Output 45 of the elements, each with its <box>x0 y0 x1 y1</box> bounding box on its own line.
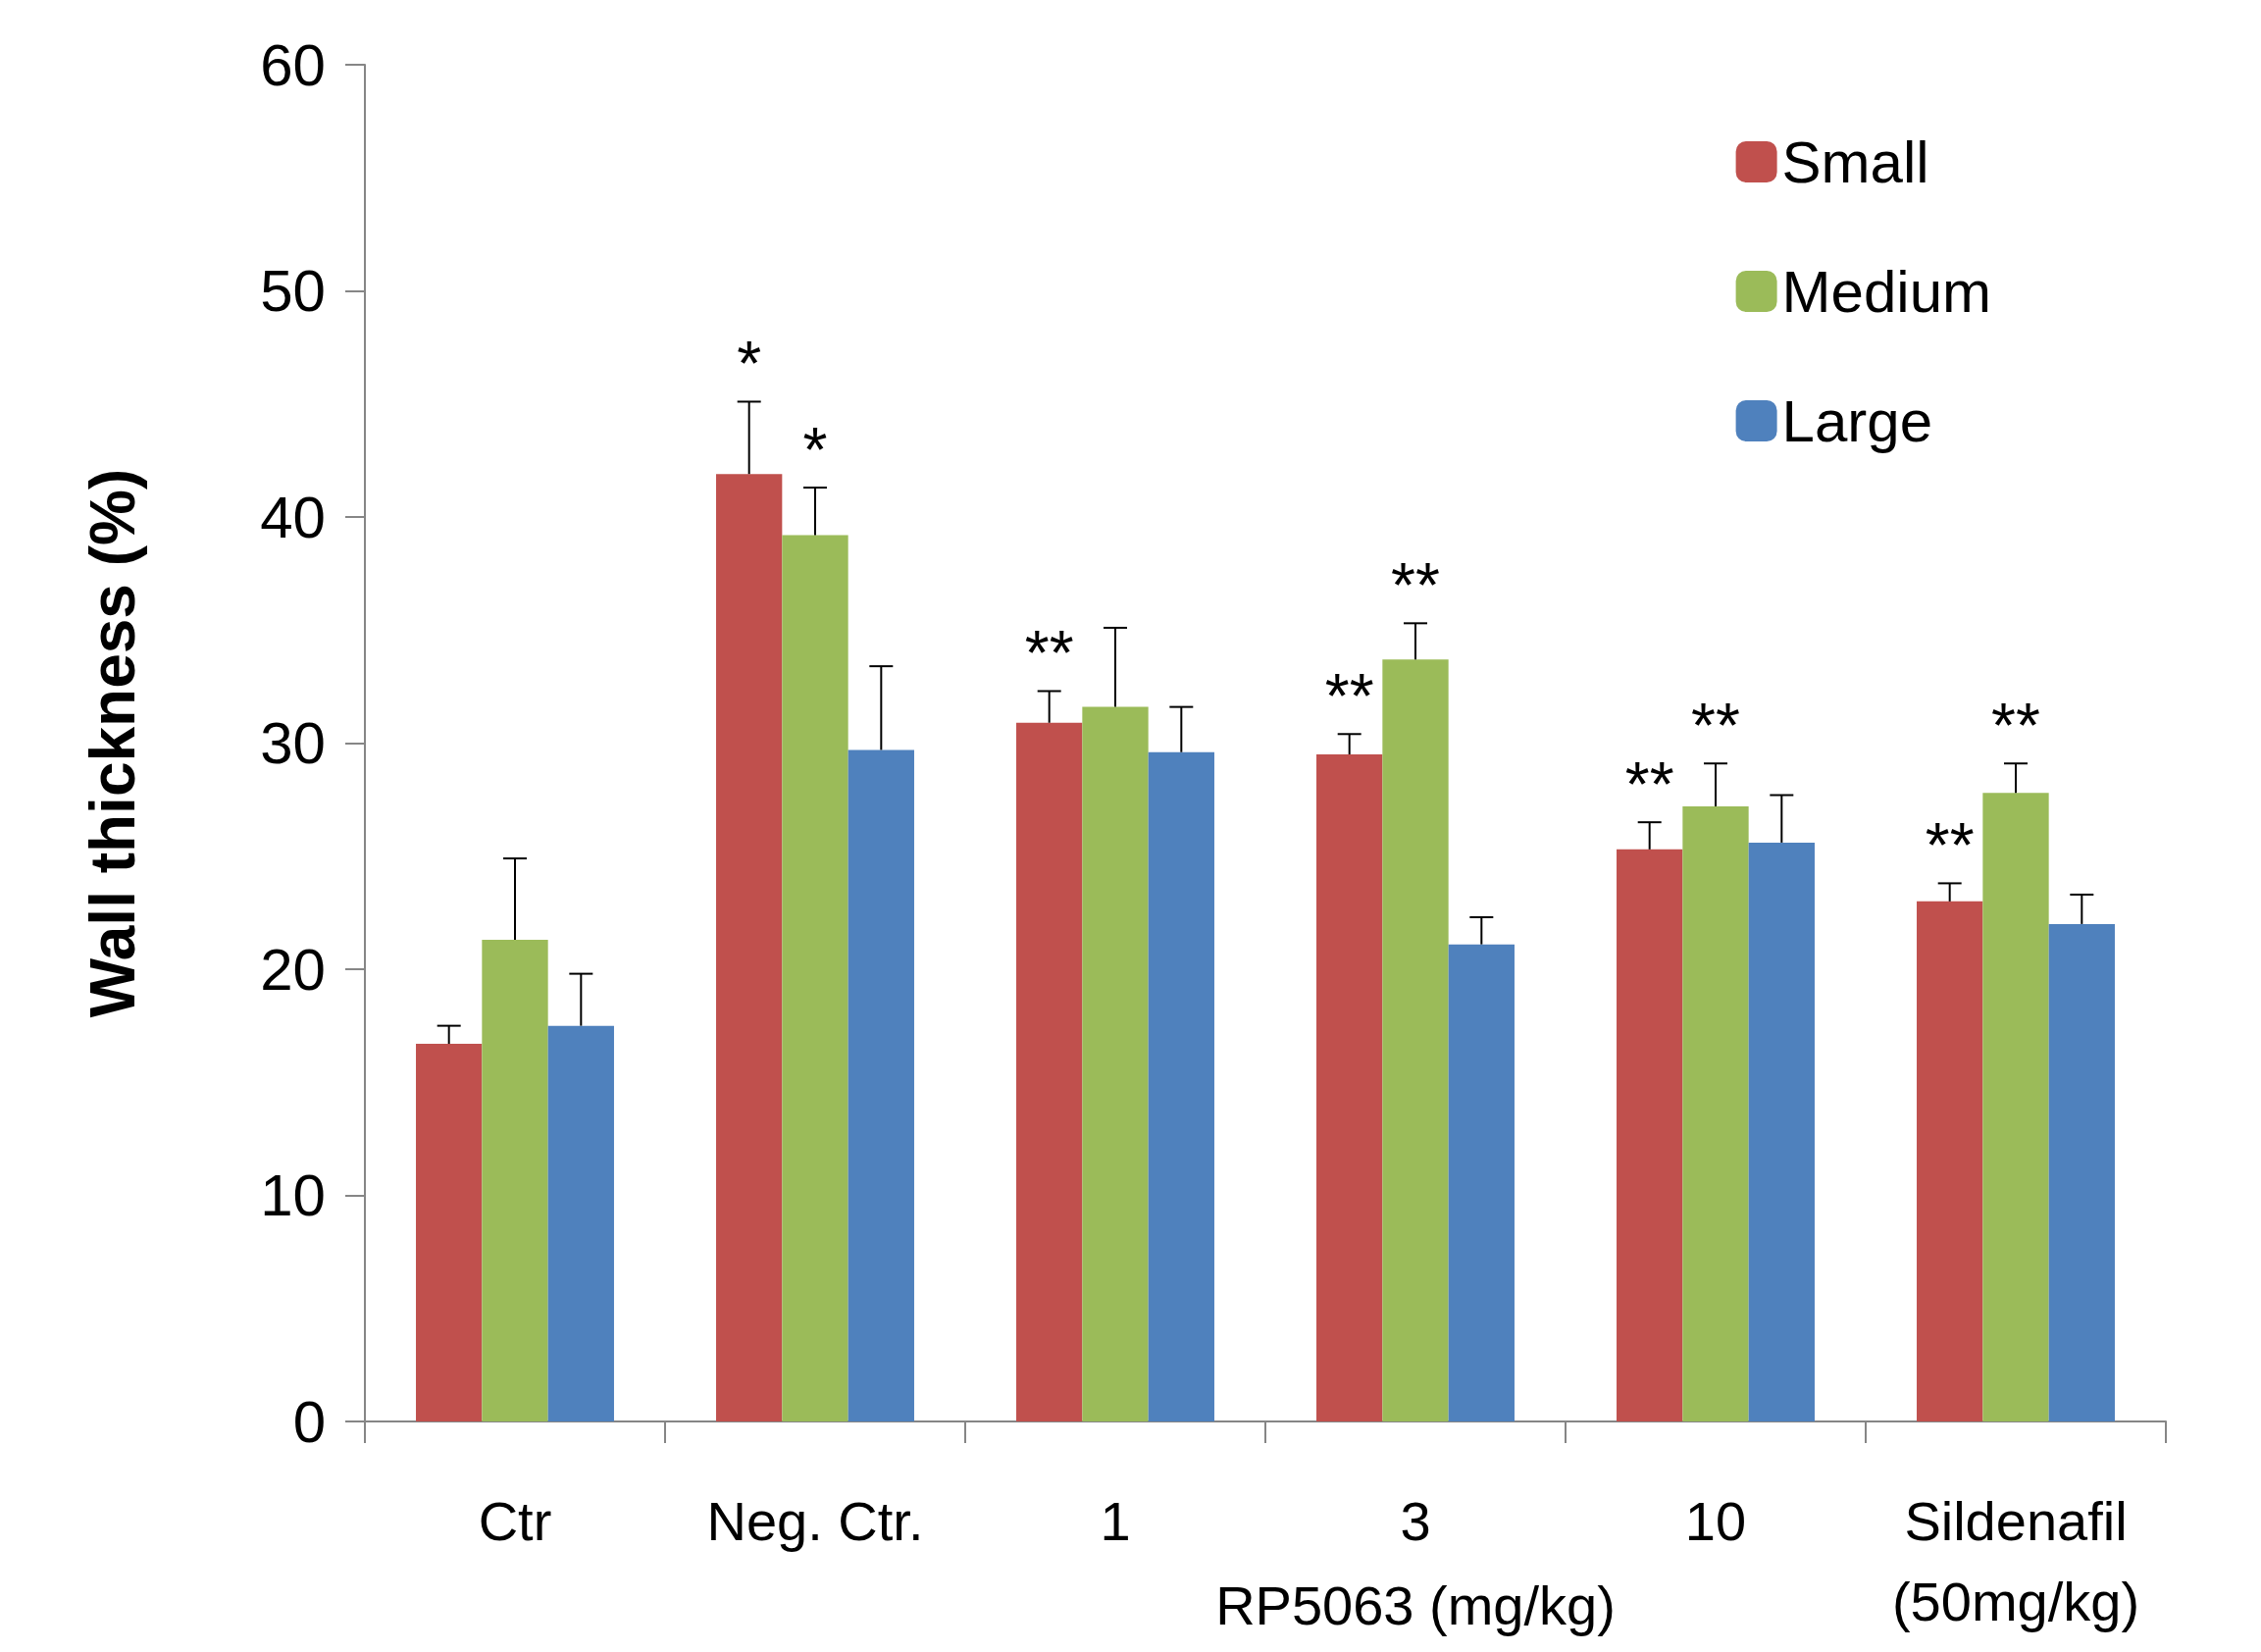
y-axis-title: Wall thickness (%) <box>77 468 148 1018</box>
text: RP5063 (mg/kg) <box>1215 1574 1616 1636</box>
bar <box>416 1044 483 1421</box>
legend-label: Large <box>1781 387 1933 454</box>
bar <box>1148 751 1214 1421</box>
annotation: ** <box>1324 661 1374 733</box>
x-tick-label: Ctr <box>478 1489 552 1552</box>
bar <box>1917 901 1983 1421</box>
y-tick-label: 60 <box>260 31 326 98</box>
bar <box>1016 722 1083 1421</box>
y-tick-label: 0 <box>292 1388 326 1455</box>
annotation: ** <box>1925 810 1975 882</box>
bar <box>1316 754 1383 1421</box>
bar <box>1682 806 1749 1421</box>
bar <box>1082 706 1149 1421</box>
y-tick-label: 40 <box>260 484 326 550</box>
x-tick-label: Neg. Ctr. <box>706 1489 924 1552</box>
annotation: ** <box>1391 550 1440 622</box>
bar <box>1982 793 2049 1421</box>
bar <box>547 1025 614 1421</box>
annotation: * <box>737 329 762 400</box>
annotation: ** <box>1691 691 1740 762</box>
x-tick-label: 10 <box>1684 1489 1747 1552</box>
bar <box>2048 923 2115 1421</box>
x-tick-label: 1 <box>1100 1489 1131 1552</box>
annotation: ** <box>1991 691 2040 762</box>
y-tick-label: 20 <box>260 936 326 1003</box>
bar <box>482 940 548 1421</box>
bar <box>1617 849 1683 1421</box>
x-tick-label: 3 <box>1400 1489 1431 1552</box>
legend-label: Small <box>1781 129 1929 195</box>
annotation: ** <box>1024 618 1074 690</box>
bar <box>716 474 783 1421</box>
bar <box>1748 842 1815 1421</box>
annotation: * <box>802 415 828 487</box>
bar <box>782 535 848 1421</box>
legend-label: Medium <box>1781 258 1992 325</box>
annotation: ** <box>1624 749 1674 821</box>
x-tick-label: Sildenafil (50mg/kg) <box>1891 1489 2140 1632</box>
y-tick-label: 50 <box>260 258 326 324</box>
y-tick-label: 30 <box>260 710 326 776</box>
bar <box>848 749 914 1421</box>
bar <box>1448 944 1515 1421</box>
bar <box>1382 659 1449 1421</box>
y-tick-label: 10 <box>260 1162 326 1228</box>
